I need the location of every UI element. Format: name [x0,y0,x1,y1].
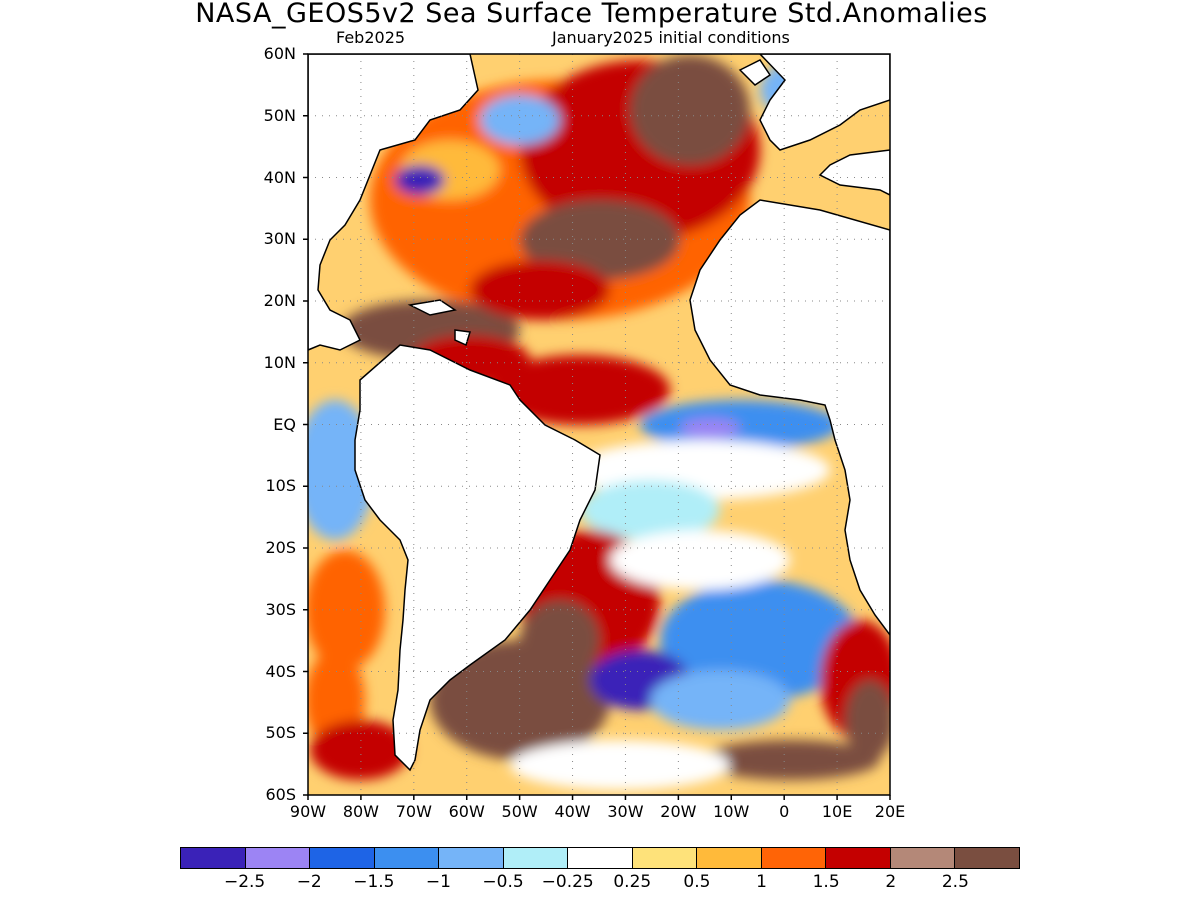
lat-label: 10S [265,476,296,496]
lon-label: 0 [779,802,790,821]
colorbar-swatch [503,848,569,868]
lon-label: 60W [448,802,485,821]
colorbar-swatch [245,848,311,868]
colorbar-label: −0.5 [482,872,524,892]
lon-label: 80W [342,802,379,821]
colorbar [180,847,1020,869]
colorbar-swatch [439,848,504,868]
anomaly-field [308,54,890,795]
lat-label: EQ [273,414,296,434]
lon-label: 10E [821,802,853,821]
colorbar-label: −1 [425,872,451,892]
colorbar-label: 1.5 [812,872,840,892]
colorbar-swatch [761,848,827,868]
lon-label: 20E [874,802,906,821]
lat-label: 40S [265,661,296,681]
lon-label: 70W [395,802,432,821]
colorbar-label: −2 [296,872,322,892]
lat-label: 20S [265,538,296,557]
colorbar-label: 2.5 [941,872,969,892]
colorbar-label: −1.5 [353,872,395,892]
colorbar-label: 1 [756,872,767,892]
colorbar-swatch [568,848,633,868]
lat-label: 60N [263,44,296,63]
colorbar-swatch [826,848,891,868]
colorbar-swatch [181,848,246,868]
lat-label: 10N [263,352,296,372]
lat-label: 50N [263,105,296,125]
colorbar-label: 0.25 [613,872,652,892]
colorbar-swatch [310,848,375,868]
colorbar-swatch [374,848,440,868]
colorbar-swatch [632,848,698,868]
forecast-month: Feb2025 [336,28,406,47]
map-title: NASA_GEOS5v2 Sea Surface Temperature Std… [195,0,988,29]
colorbar-label: 2 [885,872,897,892]
lon-label: 10W [713,802,750,821]
lon-label: 50W [501,802,538,821]
lat-label: 30N [263,229,296,249]
colorbar-label: −2.5 [223,872,266,892]
lon-label: 40W [554,802,591,821]
lat-label: 20N [263,291,296,310]
lat-label: 30S [265,599,296,619]
colorbar-swatch [890,848,956,868]
colorbar-label: −0.25 [541,872,594,892]
land [308,54,890,772]
lon-label: 20W [660,802,697,821]
lat-label: 40N [263,167,296,187]
lon-label: 30W [607,802,644,821]
lat-label: 50S [265,723,296,743]
lon-label: 90W [289,802,327,821]
colorbar-swatch [697,848,762,868]
colorbar-label: 0.5 [683,872,711,892]
initial-conditions: January2025 initial conditions [552,28,790,47]
lat-label: 60S [265,785,296,804]
colorbar-swatch [955,848,1019,868]
